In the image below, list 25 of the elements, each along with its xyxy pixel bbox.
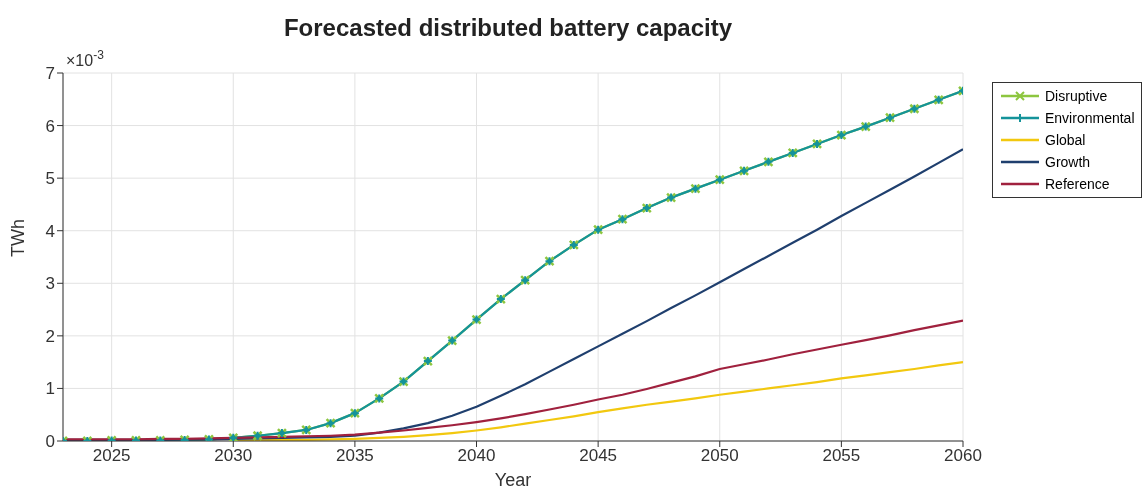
text: ×10$^{-3}$ <box>66 48 105 69</box>
x-tick-label: 2035 <box>335 446 374 466</box>
y-tick-label: 1 <box>45 379 55 399</box>
y-tick-label: 2 <box>45 326 55 346</box>
x-tick-label: 2040 <box>457 446 496 466</box>
y-axis-title: TWh <box>8 219 29 257</box>
y-tick-label: 5 <box>45 169 55 189</box>
chart-title: Forecasted distributed battery capacity <box>282 14 734 42</box>
x-tick-label: 2060 <box>944 446 982 466</box>
legend-label: Global <box>1045 132 1086 148</box>
x-axis-title: Year <box>494 470 532 490</box>
y-tick-label: 0 <box>45 432 55 452</box>
y-tick-label: 7 <box>45 64 55 84</box>
x-tick-label: 2030 <box>214 446 253 466</box>
y-tick-label: 4 <box>45 221 55 241</box>
x-tick-label: 2045 <box>579 446 618 466</box>
legend-label: Environmental <box>1045 110 1135 126</box>
legend-label: Growth <box>1045 154 1091 170</box>
x-tick-label: 2055 <box>822 446 861 466</box>
y-tick-label: 3 <box>45 274 55 294</box>
x-tick-label: 2050 <box>700 446 739 466</box>
legend-label: Disruptive <box>1045 88 1108 104</box>
legend-label: Reference <box>1045 176 1110 192</box>
x-tick-label: 2025 <box>92 446 131 466</box>
y-tick-label: 6 <box>45 116 55 136</box>
